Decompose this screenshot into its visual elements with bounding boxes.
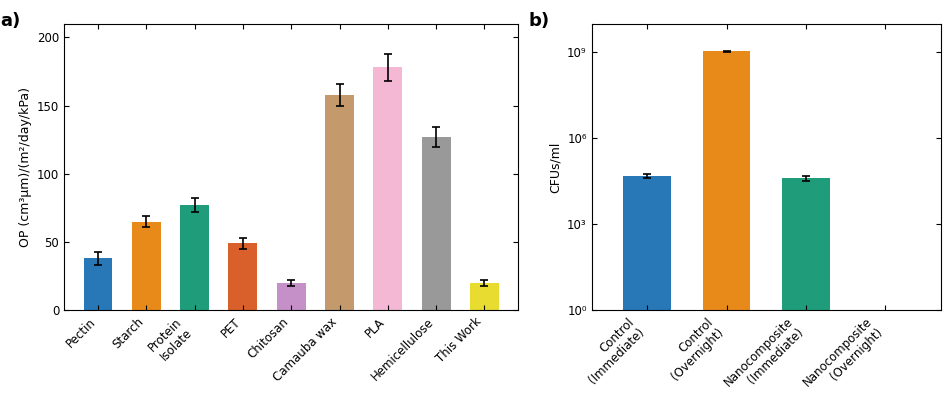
- Bar: [624, 175, 671, 411]
- Y-axis label: CFUs/ml: CFUs/ml: [548, 141, 562, 193]
- Text: b): b): [528, 12, 550, 30]
- Bar: [84, 259, 112, 310]
- Bar: [470, 283, 499, 310]
- Bar: [131, 222, 161, 310]
- Text: a): a): [1, 12, 21, 30]
- Bar: [228, 243, 257, 310]
- Bar: [422, 137, 450, 310]
- Bar: [783, 178, 830, 411]
- Bar: [180, 205, 209, 310]
- Bar: [325, 95, 354, 310]
- Y-axis label: OP (cm³μm)/(m²/day/kPa): OP (cm³μm)/(m²/day/kPa): [18, 87, 31, 247]
- Bar: [703, 51, 750, 411]
- Bar: [373, 67, 403, 310]
- Bar: [277, 283, 306, 310]
